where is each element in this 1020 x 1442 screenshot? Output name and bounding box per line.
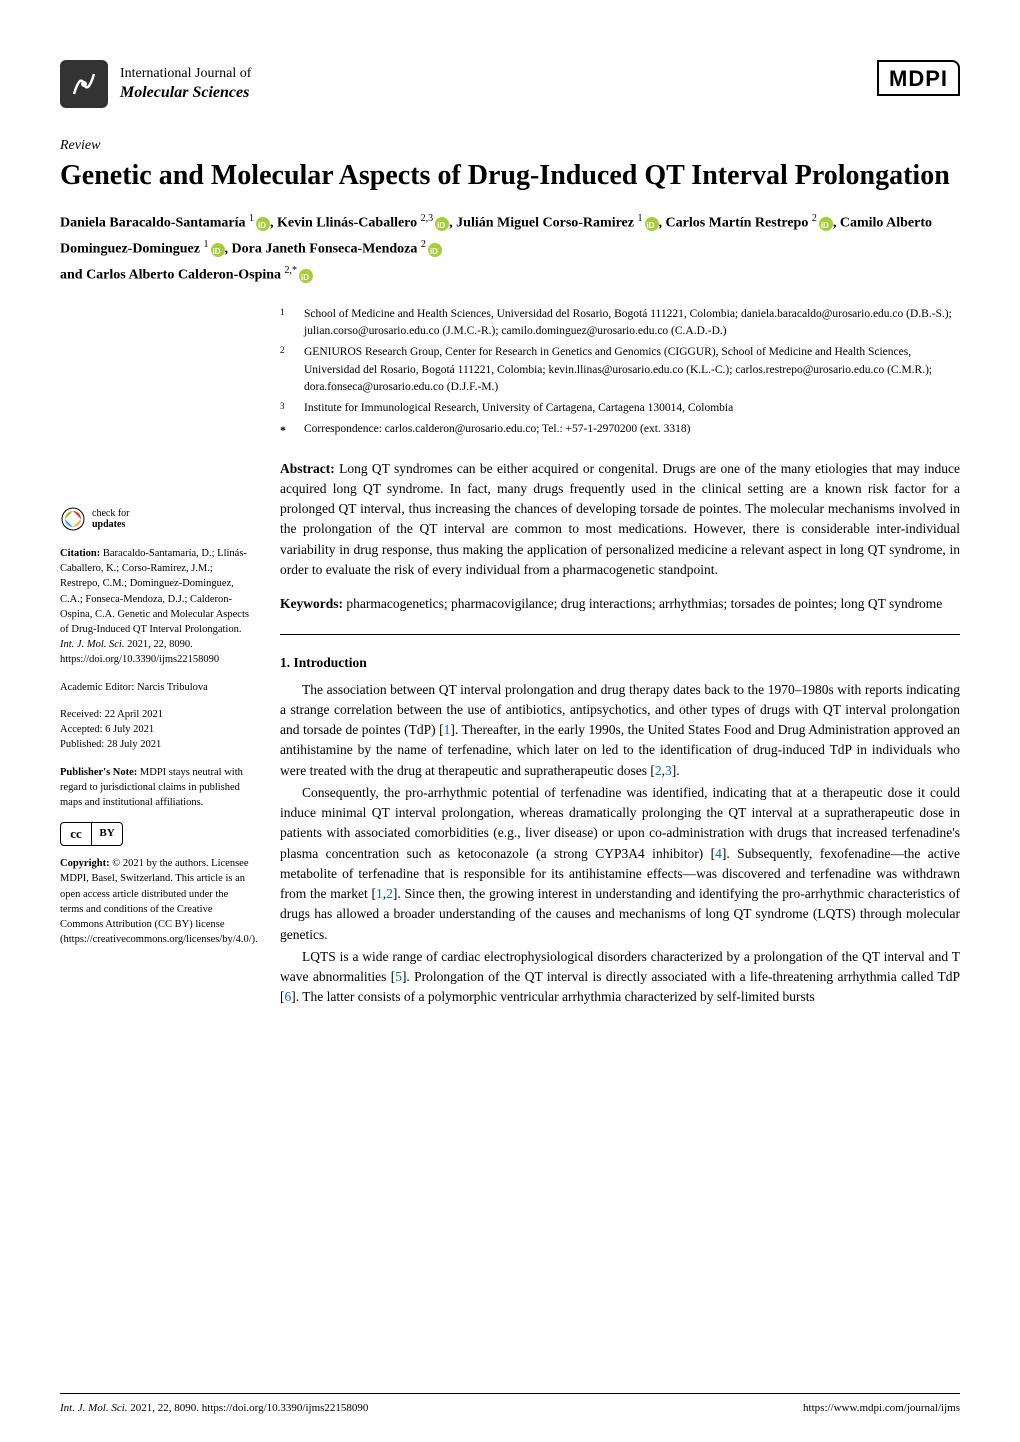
- aff-marker: 2: [280, 344, 285, 358]
- journal-name-line1: International Journal of: [120, 66, 251, 83]
- journal-name: International Journal of Molecular Scien…: [120, 66, 251, 102]
- aff-marker: 1: [280, 306, 285, 320]
- ref-link[interactable]: 3: [665, 763, 672, 778]
- body-para-1: The association between QT interval prol…: [280, 680, 960, 781]
- keywords-label: Keywords:: [280, 596, 343, 611]
- author-name: , Julián Miguel Corso-Ramirez: [449, 216, 634, 231]
- check-for-updates-badge[interactable]: check for updates: [60, 506, 250, 532]
- page-footer: Int. J. Mol. Sci. 2021, 22, 8090. https:…: [60, 1393, 960, 1414]
- para-text: ].: [672, 763, 680, 778]
- orcid-icon[interactable]: [645, 217, 659, 231]
- footer-left-tail: 2021, 22, 8090. https://doi.org/10.3390/…: [128, 1402, 369, 1414]
- date-accepted: Accepted: 6 July 2021: [60, 724, 154, 735]
- article-title: Genetic and Molecular Aspects of Drug-In…: [60, 158, 960, 194]
- copyright-label: Copyright:: [60, 858, 110, 869]
- author-sup: 1: [249, 213, 254, 224]
- affiliations-block: 1 School of Medicine and Health Sciences,…: [280, 306, 960, 439]
- academic-editor: Academic Editor: Narcis Tribulova: [60, 680, 250, 695]
- body-para-3: LQTS is a wide range of cardiac electrop…: [280, 947, 960, 1008]
- ref-link[interactable]: 2: [655, 763, 662, 778]
- citation-block: Citation: Baracaldo-Santamaría, D.; Llin…: [60, 546, 250, 668]
- section-rule: [280, 634, 960, 635]
- check-updates-l1: check for: [92, 508, 129, 519]
- main-column: 1 School of Medicine and Health Sciences,…: [280, 306, 960, 1010]
- copyright-block: Copyright: © 2021 by the authors. Licens…: [60, 856, 250, 947]
- dates-block: Received: 22 April 2021 Accepted: 6 July…: [60, 707, 250, 753]
- abstract: Abstract: Long QT syndromes can be eithe…: [280, 459, 960, 581]
- author-sup: 2,*: [285, 265, 298, 276]
- citation-journal: Int. J. Mol. Sci.: [60, 639, 124, 650]
- orcid-icon[interactable]: [299, 269, 313, 283]
- date-published: Published: 28 July 2021: [60, 739, 161, 750]
- aff-text: Correspondence: carlos.calderon@urosario…: [304, 423, 691, 435]
- author-sup: 1: [638, 213, 643, 224]
- publisher-note: Publisher's Note: MDPI stays neutral wit…: [60, 765, 250, 811]
- orcid-icon[interactable]: [819, 217, 833, 231]
- keywords: Keywords: pharmacogenetics; pharmacovigi…: [280, 594, 960, 614]
- authors-line: Daniela Baracaldo-Santamaría 1 , Kevin Ll…: [60, 210, 960, 288]
- author-sup: 2: [421, 239, 426, 250]
- correspondence: *Correspondence: carlos.calderon@urosari…: [304, 421, 960, 438]
- author-sup: 2,3: [421, 213, 434, 224]
- journal-name-line2: Molecular Sciences: [120, 83, 251, 102]
- footer-right[interactable]: https://www.mdpi.com/journal/ijms: [803, 1402, 960, 1414]
- check-updates-icon: [60, 506, 86, 532]
- check-updates-l2: updates: [92, 519, 129, 530]
- cc-by-badge[interactable]: cc BY: [60, 822, 250, 846]
- article-type: Review: [60, 138, 960, 154]
- orcid-icon[interactable]: [428, 243, 442, 257]
- keywords-text: pharmacogenetics; pharmacovigilance; dru…: [346, 596, 942, 611]
- aff-text: GENIUROS Research Group, Center for Rese…: [304, 346, 932, 393]
- section-heading-1: 1. Introduction: [280, 653, 960, 673]
- para-text: ]. The latter consists of a polymorphic …: [291, 989, 814, 1004]
- aff-marker: 3: [280, 400, 285, 414]
- abstract-text: Long QT syndromes can be either acquired…: [280, 461, 960, 577]
- copyright-text: © 2021 by the authors. Licensee MDPI, Ba…: [60, 858, 258, 945]
- affiliation-1: 1School of Medicine and Health Sciences,…: [304, 306, 960, 341]
- author-name: Daniela Baracaldo-Santamaría: [60, 216, 246, 231]
- cc-left: cc: [60, 822, 92, 846]
- citation-text: Baracaldo-Santamaría, D.; Llinás-Caballe…: [60, 548, 249, 635]
- affiliation-2: 2GENIUROS Research Group, Center for Res…: [304, 344, 960, 396]
- pubnote-label: Publisher's Note:: [60, 767, 137, 778]
- author-sup: 1: [204, 239, 209, 250]
- date-received: Received: 22 April 2021: [60, 709, 163, 720]
- author-sup: 2: [812, 213, 817, 224]
- aff-text: Institute for Immunological Research, Un…: [304, 402, 733, 414]
- author-name: , Dora Janeth Fonseca-Mendoza: [225, 242, 418, 257]
- orcid-icon[interactable]: [211, 243, 225, 257]
- aff-text: School of Medicine and Health Sciences, …: [304, 308, 952, 337]
- author-name: , Carlos Martín Restrepo: [659, 216, 809, 231]
- citation-label: Citation:: [60, 548, 100, 559]
- body-para-2: Consequently, the pro-arrhythmic potenti…: [280, 783, 960, 945]
- footer-journal: Int. J. Mol. Sci.: [60, 1402, 128, 1414]
- orcid-icon[interactable]: [435, 217, 449, 231]
- journal-logo-block: International Journal of Molecular Scien…: [60, 60, 251, 108]
- ref-link[interactable]: 2: [386, 886, 393, 901]
- ref-link[interactable]: 5: [395, 969, 402, 984]
- author-name: , Kevin Llinás-Caballero: [270, 216, 417, 231]
- ref-link[interactable]: 1: [376, 886, 383, 901]
- journal-logo-icon: [60, 60, 108, 108]
- orcid-icon[interactable]: [256, 217, 270, 231]
- author-name: and Carlos Alberto Calderon-Ospina: [60, 268, 281, 283]
- cc-right: BY: [92, 822, 123, 846]
- sidebar: check for updates Citation: Baracaldo-Sa…: [60, 306, 250, 960]
- check-updates-label: check for updates: [92, 508, 129, 530]
- publisher-logo: MDPI: [877, 60, 960, 96]
- affiliation-3: 3Institute for Immunological Research, U…: [304, 400, 960, 417]
- abstract-label: Abstract:: [280, 461, 335, 476]
- aff-marker: *: [280, 421, 286, 439]
- ref-link[interactable]: 4: [715, 846, 722, 861]
- footer-left: Int. J. Mol. Sci. 2021, 22, 8090. https:…: [60, 1402, 368, 1414]
